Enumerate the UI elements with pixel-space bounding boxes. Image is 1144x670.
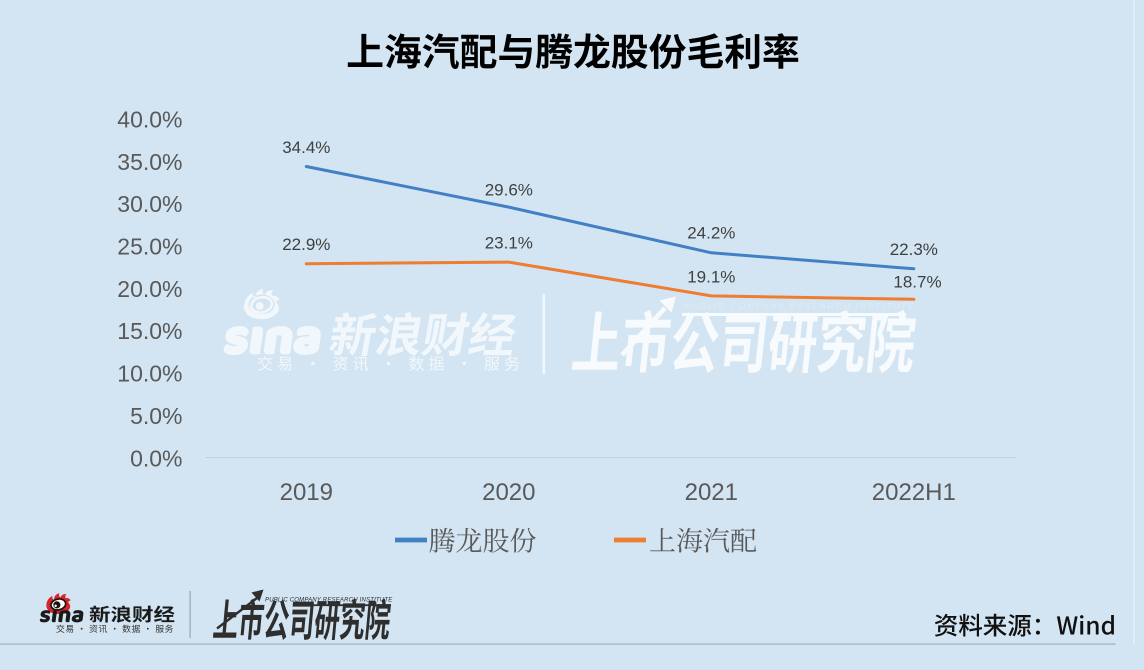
svg-text:2020: 2020 — [482, 479, 535, 506]
svg-text:35.0%: 35.0% — [117, 149, 182, 175]
svg-text:25.0%: 25.0% — [117, 234, 182, 260]
svg-text:18.7%: 18.7% — [893, 273, 941, 292]
svg-text:30.0%: 30.0% — [117, 191, 182, 217]
svg-text:10.0%: 10.0% — [117, 361, 182, 387]
svg-text:22.3%: 22.3% — [890, 240, 938, 259]
svg-text:15.0%: 15.0% — [117, 318, 182, 344]
svg-text:2019: 2019 — [280, 479, 333, 506]
svg-text:24.2%: 24.2% — [687, 224, 735, 243]
svg-text:40.0%: 40.0% — [117, 106, 182, 132]
svg-text:PUBLIC COMPANY RESEARCH INSTIT: PUBLIC COMPANY RESEARCH INSTITUTE — [685, 301, 916, 311]
svg-text:0.0%: 0.0% — [130, 445, 182, 471]
svg-text:29.6%: 29.6% — [485, 181, 533, 200]
svg-text:2021: 2021 — [685, 479, 738, 506]
svg-text:PUBLIC COMPANY RESEARCH INSTIT: PUBLIC COMPANY RESEARCH INSTITUTE — [265, 598, 393, 604]
svg-text:19.1%: 19.1% — [687, 267, 735, 286]
svg-text:23.1%: 23.1% — [485, 234, 533, 253]
svg-text:22.9%: 22.9% — [282, 235, 330, 254]
svg-text:2022H1: 2022H1 — [872, 479, 956, 506]
svg-text:5.0%: 5.0% — [130, 403, 182, 429]
svg-text:34.4%: 34.4% — [282, 138, 330, 157]
svg-text:20.0%: 20.0% — [117, 276, 182, 302]
